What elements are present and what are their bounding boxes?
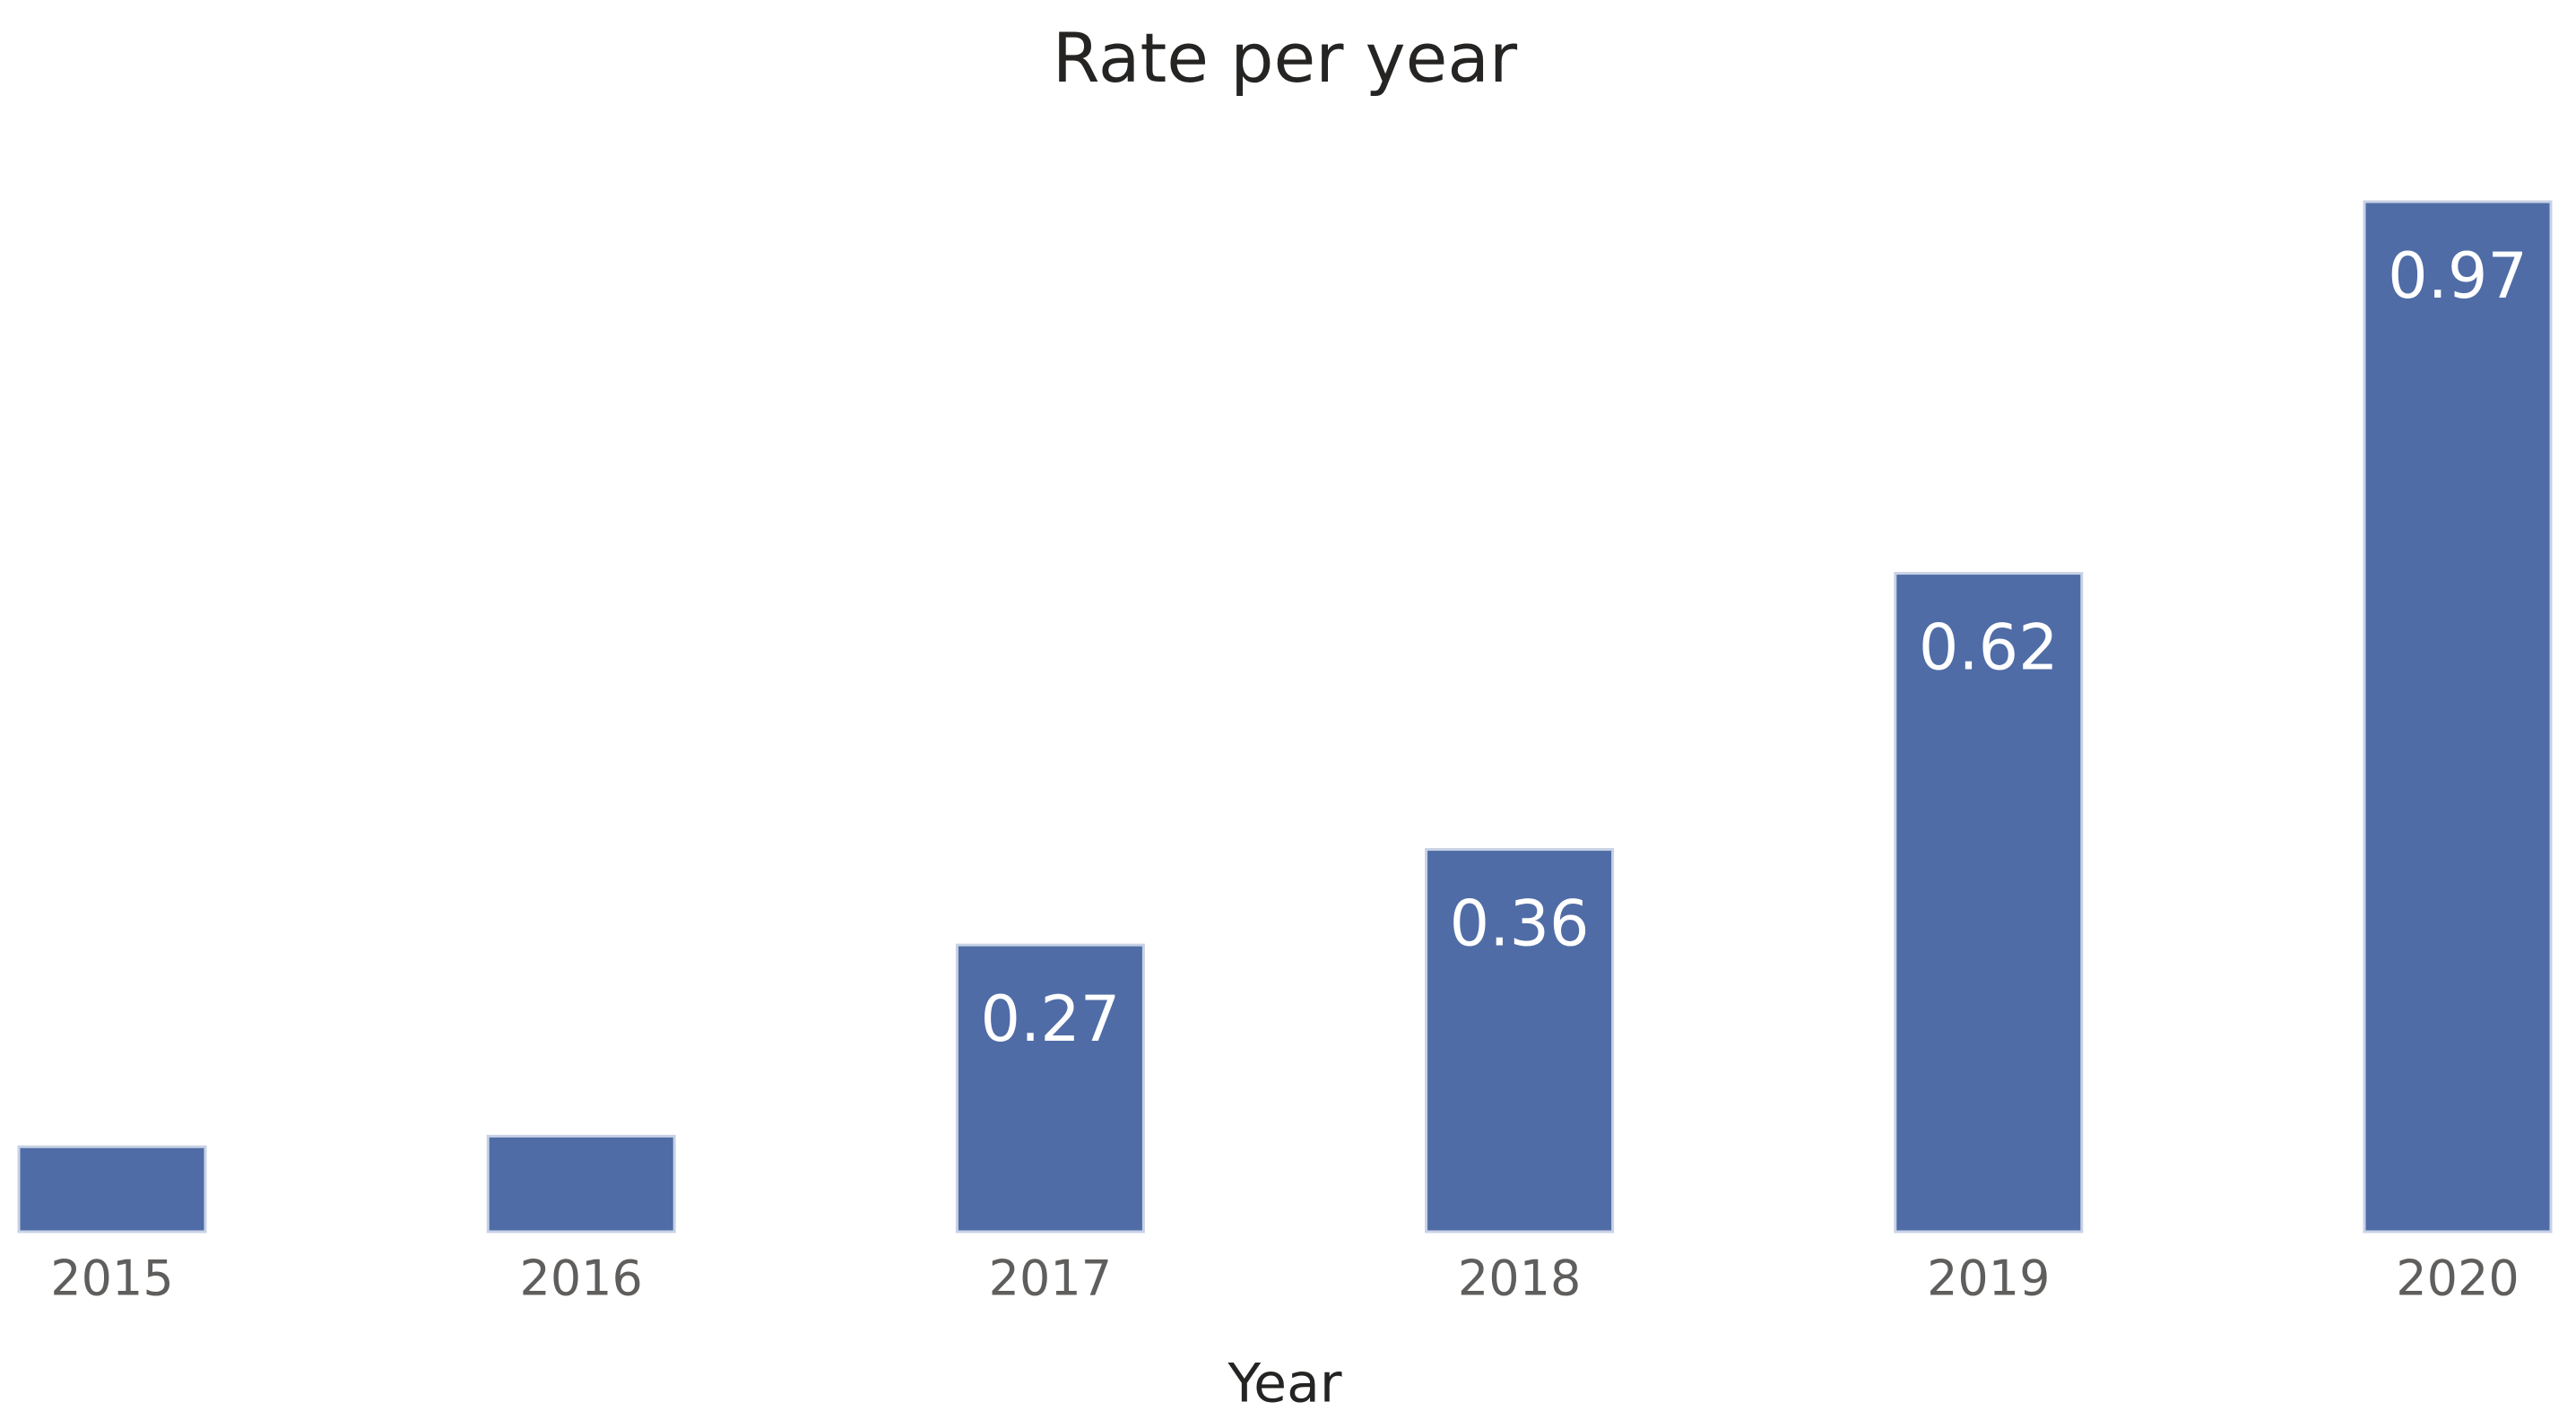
data-label: 0.62 bbox=[1919, 611, 2059, 685]
x-tick-label: 2019 bbox=[1927, 1251, 2050, 1307]
bar bbox=[2363, 200, 2553, 1233]
x-tick-label: 2018 bbox=[1458, 1251, 1581, 1307]
data-label: 0.27 bbox=[980, 982, 1120, 1056]
bar bbox=[955, 943, 1145, 1233]
bar bbox=[486, 1134, 676, 1233]
x-axis-title: Year bbox=[1227, 1353, 1341, 1415]
data-label: 0.97 bbox=[2388, 239, 2528, 313]
x-tick-label: 2020 bbox=[2396, 1251, 2519, 1307]
bar bbox=[1425, 848, 1615, 1233]
x-tick-label: 2016 bbox=[519, 1251, 642, 1307]
x-tick-label: 2015 bbox=[50, 1251, 173, 1307]
bar bbox=[17, 1145, 207, 1233]
data-label: 0.36 bbox=[1450, 887, 1590, 961]
x-tick-label: 2017 bbox=[989, 1251, 1112, 1307]
chart-title: Rate per year bbox=[1053, 18, 1518, 98]
bar bbox=[1894, 572, 2084, 1233]
